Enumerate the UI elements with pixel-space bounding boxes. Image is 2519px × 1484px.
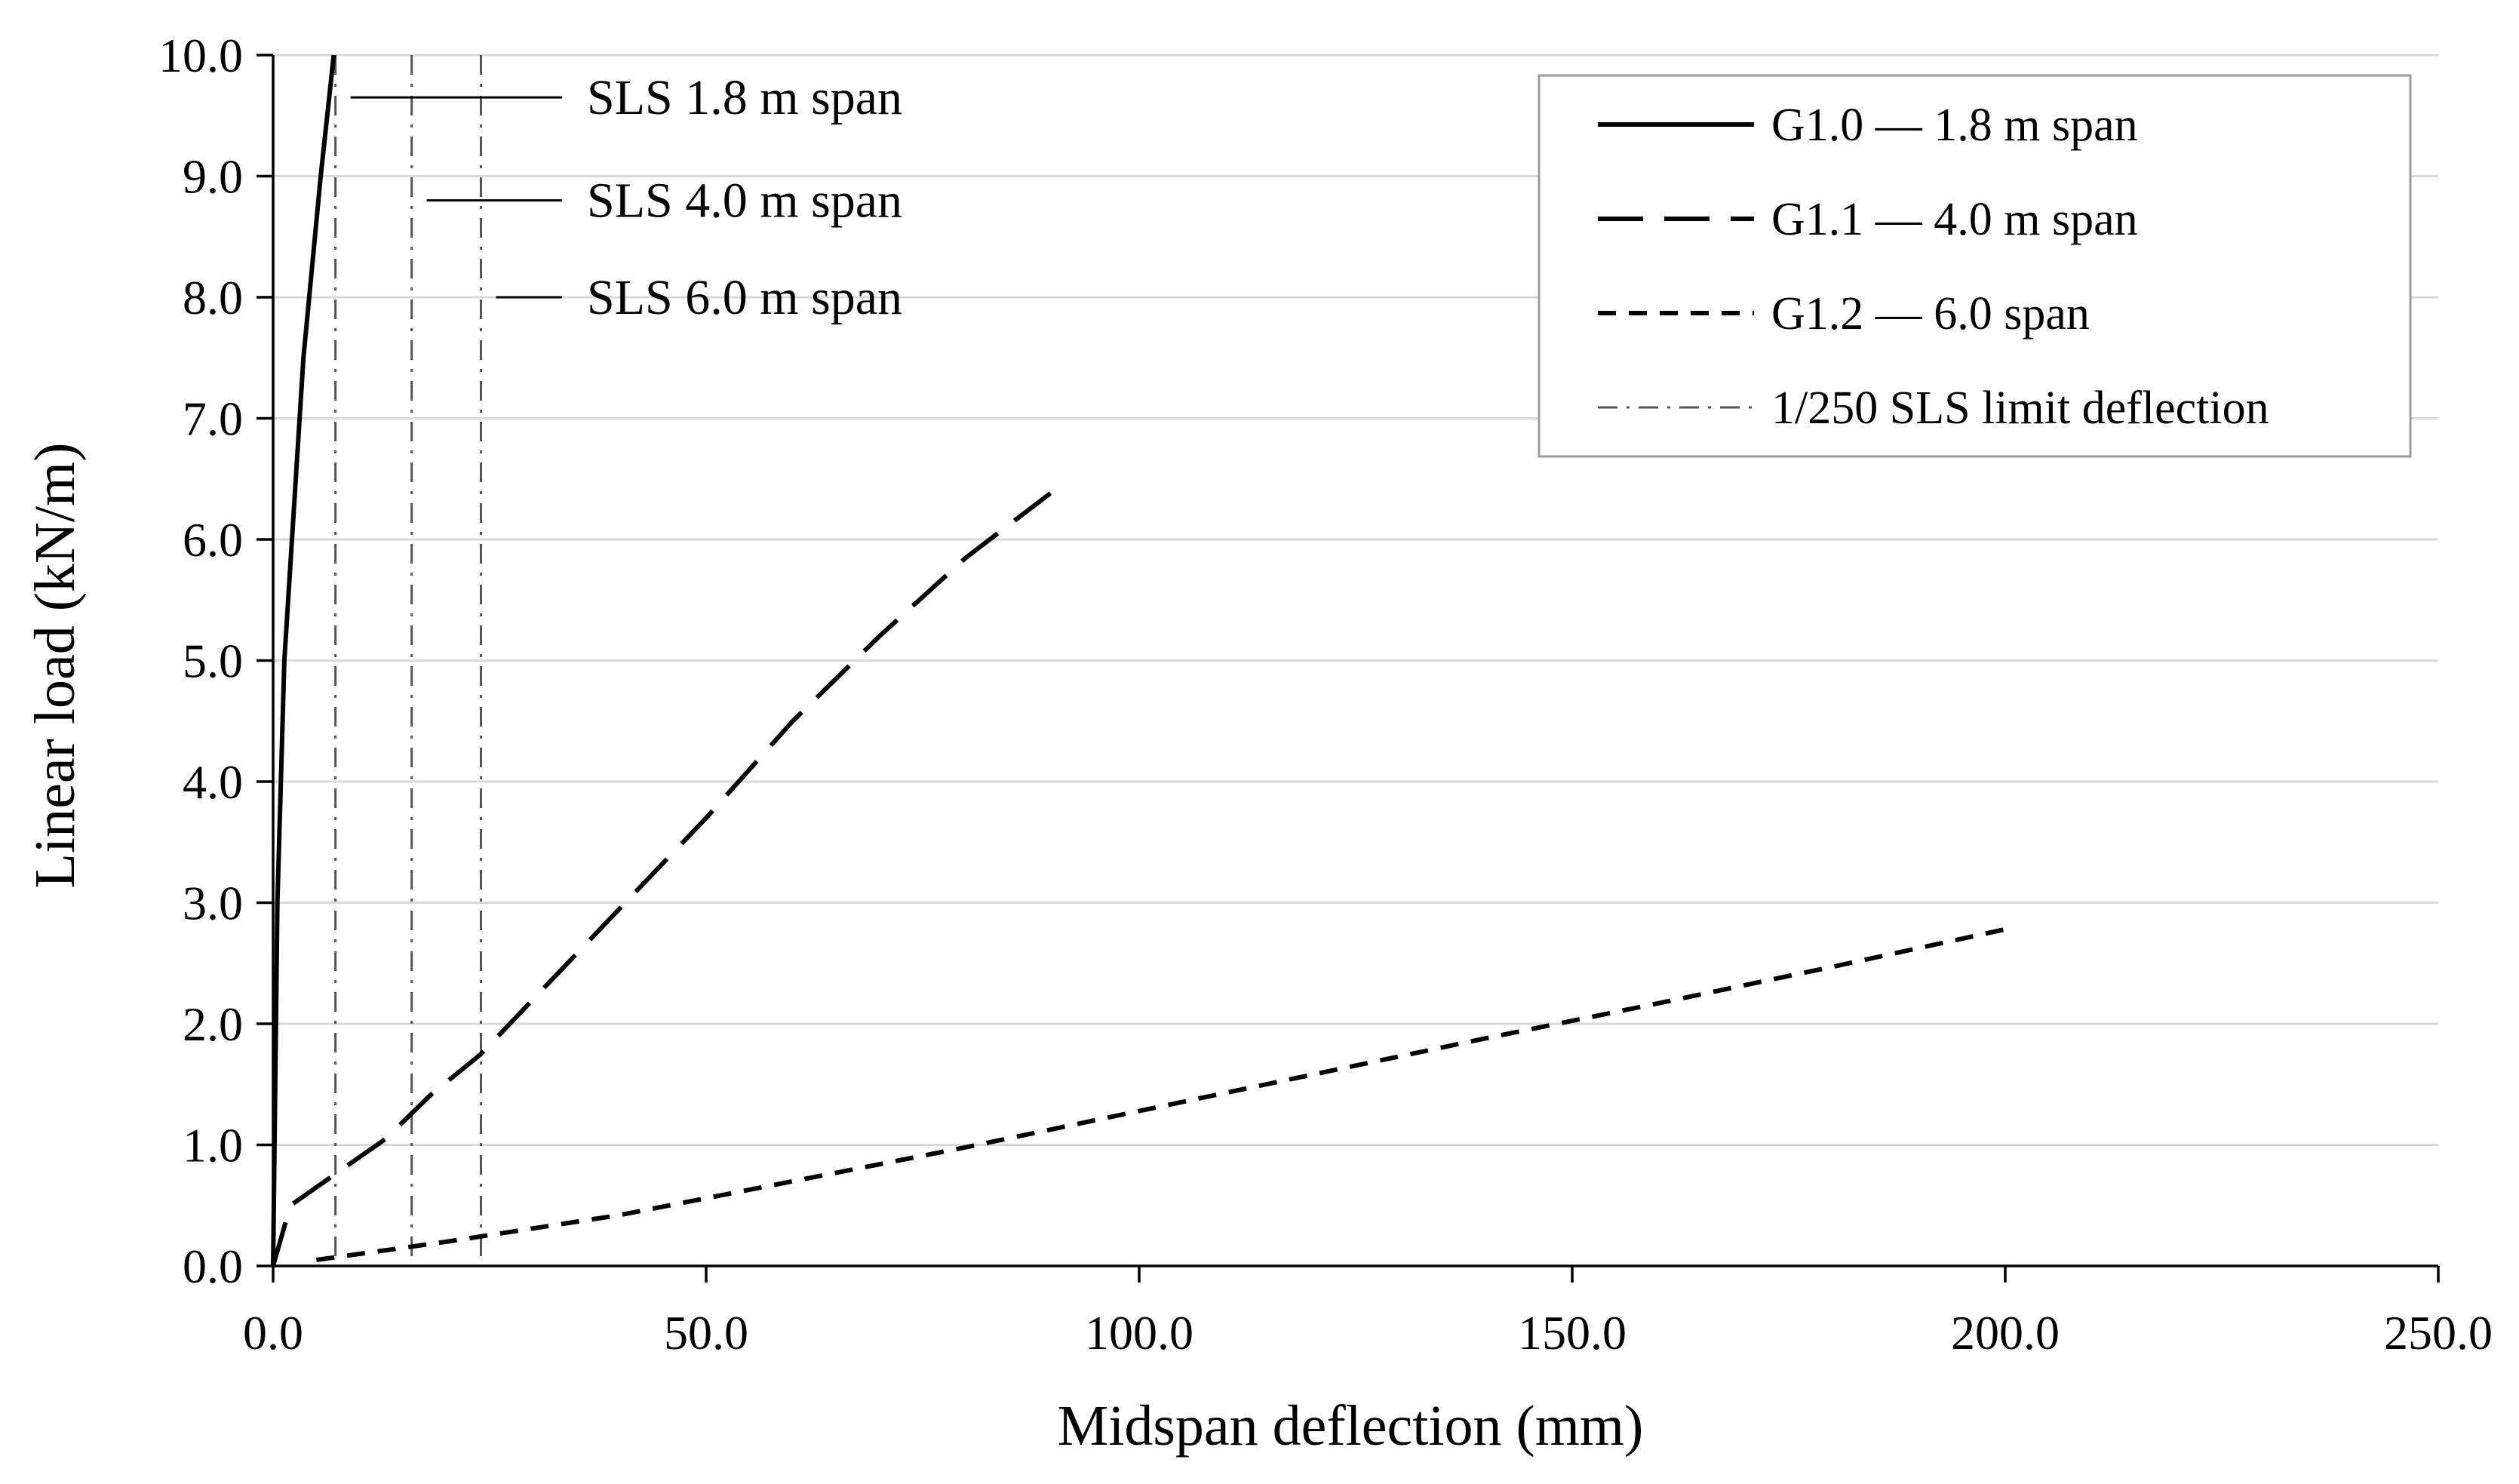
series-line-2 bbox=[271, 483, 1063, 1267]
x-tick-label: 100.0 bbox=[1085, 1306, 1193, 1360]
legend-label: G1.0 — 1.8 m span bbox=[1771, 100, 2138, 151]
annotation-label: SLS 6.0 m span bbox=[587, 270, 902, 325]
ticks: 0.0 50.0 100.0 150.0 200.0 250.0 0.0 1.0 2.0 3.0 4… bbox=[158, 29, 2493, 1360]
legend-label: G1.2 — 6.0 span bbox=[1771, 288, 2090, 340]
x-tick-label: 50.0 bbox=[664, 1306, 748, 1360]
series-line-1 bbox=[271, 54, 336, 1267]
x-tick-label: 150.0 bbox=[1518, 1306, 1627, 1360]
y-tick-label: 7.0 bbox=[183, 392, 243, 446]
x-tick-label: 250.0 bbox=[2384, 1306, 2493, 1360]
legend-label: 1/250 SLS limit deflection bbox=[1771, 383, 2269, 434]
gridlines bbox=[273, 54, 2438, 1146]
legend-box bbox=[1538, 74, 2412, 458]
y-tick-label: 2.0 bbox=[183, 997, 243, 1051]
y-tick-label: 5.0 bbox=[183, 634, 243, 688]
y-tick-label: 1.0 bbox=[183, 1119, 243, 1172]
x-tick-label: 0.0 bbox=[243, 1306, 303, 1360]
legend-label: G1.1 — 4.0 m span bbox=[1771, 194, 2138, 245]
x-axis-title: Midspan deflection (mm) bbox=[1058, 1394, 1644, 1458]
y-tick-label: 9.0 bbox=[183, 150, 243, 204]
y-tick-label: 3.0 bbox=[183, 877, 243, 930]
y-tick-label: 10.0 bbox=[158, 29, 243, 82]
limit-lines bbox=[334, 55, 483, 1266]
legend: G1.0 — 1.8 m span G1.1 — 4.0 m span G1.2 —… bbox=[1538, 74, 2412, 458]
y-tick-label: 0.0 bbox=[183, 1240, 243, 1293]
series-line-3 bbox=[315, 926, 2006, 1262]
annotation-label: SLS 1.8 m span bbox=[587, 70, 902, 125]
x-tick-label: 200.0 bbox=[1951, 1306, 2060, 1360]
y-tick-label: 4.0 bbox=[183, 755, 243, 809]
annotation-label: SLS 4.0 m span bbox=[587, 174, 902, 229]
y-tick-label: 8.0 bbox=[183, 271, 243, 324]
y-tick-label: 6.0 bbox=[183, 513, 243, 567]
series-group bbox=[271, 54, 2006, 1267]
y-axis-title: Linear load (kN/m) bbox=[23, 443, 87, 889]
annotations: SLS 1.8 m span SLS 4.0 m span SLS 6.0 m sp… bbox=[350, 70, 902, 325]
